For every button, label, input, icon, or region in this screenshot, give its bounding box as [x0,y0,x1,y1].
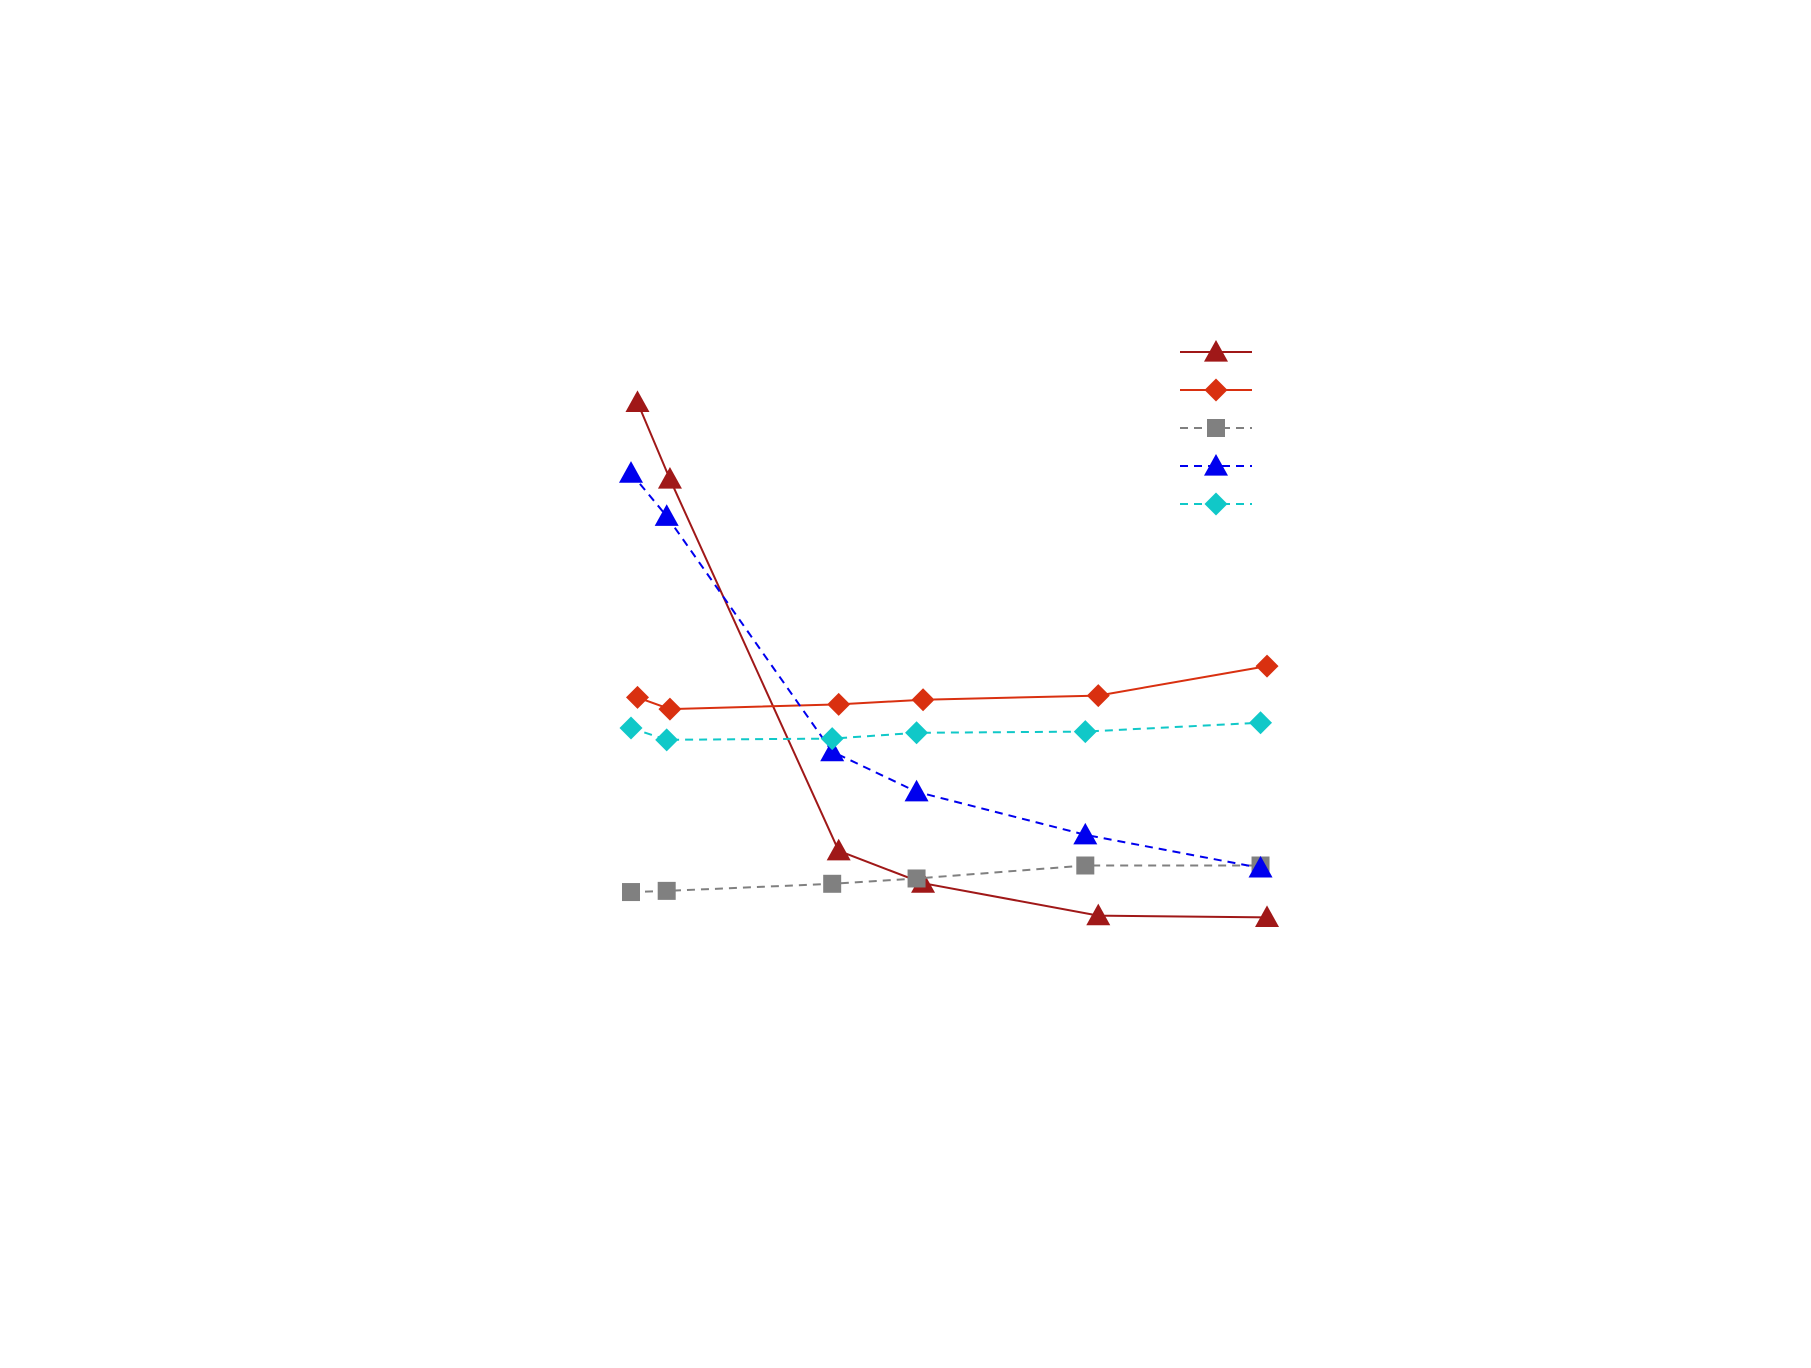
series-1-line [636,402,1268,919]
series-4-line [630,472,1261,869]
series-5-point [1073,720,1097,744]
series-2 [625,654,1279,721]
series-5 [619,711,1273,752]
legend-marker-2 [1204,378,1228,402]
series-5-point [1249,711,1273,735]
legend-entry-2 [1180,378,1252,402]
legend-marker-1 [1204,340,1228,362]
series-5-point [820,727,844,751]
series-5-point [905,721,929,745]
series-4-point [654,504,679,526]
legend-marker-3 [1207,419,1225,437]
legend-entry-1 [1180,340,1252,362]
legend-entry-5 [1180,492,1252,516]
series-5-point [655,728,679,752]
series-4-point [820,739,845,762]
series-4-point [904,779,929,802]
legend-marker-5 [1204,492,1228,516]
series-5-line [630,721,1261,741]
series-1-point [826,838,851,861]
legend-entry-4 [1180,454,1252,476]
series-1-point [1086,903,1111,926]
series-1-point [1255,905,1280,928]
series-4-point [1073,822,1098,845]
series-1-point [657,467,682,489]
series-3-point [657,881,676,900]
series-3-point [622,883,640,902]
series-2-point [625,685,649,709]
series-2-line [637,665,1268,711]
series-2-point [658,697,682,721]
series-3-point [907,869,926,888]
legend-entry-3 [1180,419,1252,437]
series-5-point [619,716,643,740]
legend-marker-4 [1204,454,1228,476]
series-2-point [1086,684,1110,708]
series-2-point [911,688,935,712]
series-2-point [827,692,851,716]
series-4-point [1248,855,1273,878]
series-1 [625,390,1280,928]
series-3 [622,856,1270,902]
series-3-point [1076,856,1095,875]
legend [1180,340,1252,516]
series-4-point [619,461,643,483]
series-layer [619,390,1280,928]
series-3-point [823,874,842,893]
series-1-point [625,390,650,412]
series-2-point [1255,654,1279,678]
series-4 [619,461,1273,878]
